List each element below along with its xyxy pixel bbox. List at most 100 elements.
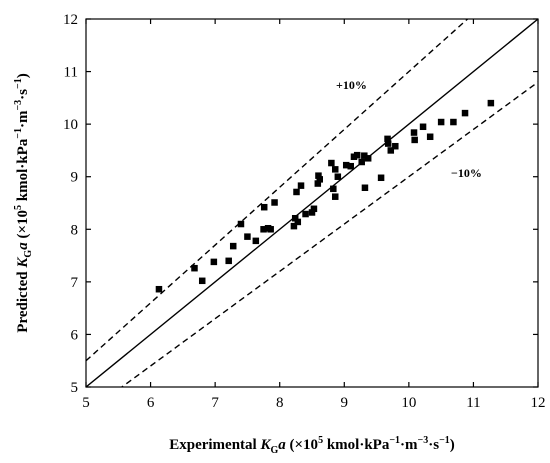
reference-lines [86, 19, 538, 387]
y-tick-label: 10 [63, 117, 78, 133]
data-point [330, 185, 337, 193]
data-point [244, 233, 251, 240]
data-point [437, 118, 445, 126]
data-point [290, 222, 298, 230]
data-point [225, 257, 232, 265]
x-title-var: K [259, 437, 271, 453]
y-tick-label: 6 [71, 327, 79, 343]
x-title-prefix: Experimental [169, 437, 260, 453]
data-point [419, 123, 427, 131]
data-point [334, 173, 342, 180]
y-axis-title: Predicted KGa (×105 kmol·kPa−1·m−3·s−1) [13, 73, 34, 332]
y-title-close: ) [15, 73, 31, 78]
data-point [331, 193, 339, 200]
data-point [450, 118, 457, 126]
data-point [252, 237, 260, 245]
x-tick-label: 9 [341, 395, 349, 411]
data-point [310, 205, 318, 213]
data-point [315, 172, 322, 179]
y-title-exp2: −1 [13, 128, 24, 139]
y-tick-label: 9 [71, 170, 79, 186]
x-title-open: (×10 [286, 437, 318, 453]
data-point [353, 151, 361, 159]
x-tick-label: 7 [211, 395, 219, 411]
data-point [210, 258, 218, 266]
y-tick-label: 12 [63, 12, 78, 28]
data-point [229, 242, 237, 250]
y-title-var: K [15, 257, 31, 269]
data-point [347, 162, 354, 170]
data-point [358, 158, 365, 166]
data-point [293, 188, 300, 196]
y-title-exp4: −1 [13, 78, 24, 89]
x-tick-label: 11 [466, 395, 480, 411]
data-point [377, 174, 385, 182]
x-title-unit2: ·m [400, 437, 418, 453]
y-tick-label: 11 [64, 65, 78, 81]
data-point [364, 155, 372, 162]
data-point [384, 140, 392, 147]
plus-ten-percent-label: +10% [336, 78, 367, 92]
data-point [271, 199, 278, 206]
data-point [392, 142, 399, 150]
y-title-exp: 5 [13, 205, 24, 210]
minus-ten-percent-label: −10% [451, 166, 482, 180]
data-point [316, 176, 323, 183]
minus-ten-percent-line [120, 81, 538, 387]
data-point [487, 99, 495, 107]
y-title-sub: G [23, 250, 34, 258]
plus-ten-percent-line [86, 19, 469, 362]
x-title-exp2: −1 [389, 435, 400, 446]
y-title-unit1: kmol·kPa [15, 138, 31, 205]
data-point [260, 226, 267, 233]
y-title-exp3: −3 [13, 100, 24, 111]
data-point [314, 180, 322, 187]
data-point [328, 159, 335, 167]
data-point [294, 218, 302, 226]
y-title-open: (×10 [15, 210, 31, 242]
y-axis: 5 6 7 8 9 10 11 12 [63, 12, 538, 396]
data-point [361, 184, 369, 192]
y-title-var2: a [15, 242, 31, 250]
x-title-exp: 5 [318, 435, 323, 446]
data-point [387, 147, 395, 154]
x-title-exp3: −3 [418, 435, 429, 446]
data-point [342, 161, 350, 169]
data-point [198, 277, 206, 285]
data-point [297, 182, 305, 189]
x-title-var2: a [278, 437, 286, 453]
data-point [461, 109, 469, 117]
data-point [267, 226, 274, 233]
x-tick-label: 10 [401, 395, 416, 411]
data-point [410, 129, 418, 136]
data-point [361, 152, 368, 159]
x-title-close: ) [450, 437, 455, 453]
x-tick-label: 5 [82, 395, 90, 411]
y-title-unit3: ·s [15, 89, 31, 100]
x-axis: 5 6 7 8 9 10 11 12 [82, 19, 546, 411]
data-point [308, 209, 316, 216]
data-point [426, 133, 434, 141]
y-title-unit2: ·m [15, 110, 31, 128]
data-point [384, 135, 391, 143]
data-point [237, 220, 245, 228]
x-title-sub: G [270, 445, 278, 456]
y-tick-label: 5 [71, 380, 79, 396]
x-tick-label: 12 [531, 395, 546, 411]
x-tick-label: 8 [276, 395, 284, 411]
y-tick-label: 7 [71, 275, 79, 291]
x-tick-label: 6 [147, 395, 155, 411]
data-point [191, 264, 198, 272]
data-point [291, 214, 299, 222]
data-point [155, 285, 163, 293]
data-point [411, 136, 418, 144]
x-axis-title: Experimental KGa (×105 kmol·kPa−1·m−3·s−… [169, 435, 455, 456]
data-point [302, 210, 309, 218]
data-point [260, 203, 268, 211]
data-point [331, 166, 339, 173]
x-title-exp4: −1 [439, 435, 450, 446]
y-tick-label: 8 [71, 222, 79, 238]
x-title-unit1: kmol·kPa [323, 437, 390, 453]
parity-line [86, 19, 538, 387]
